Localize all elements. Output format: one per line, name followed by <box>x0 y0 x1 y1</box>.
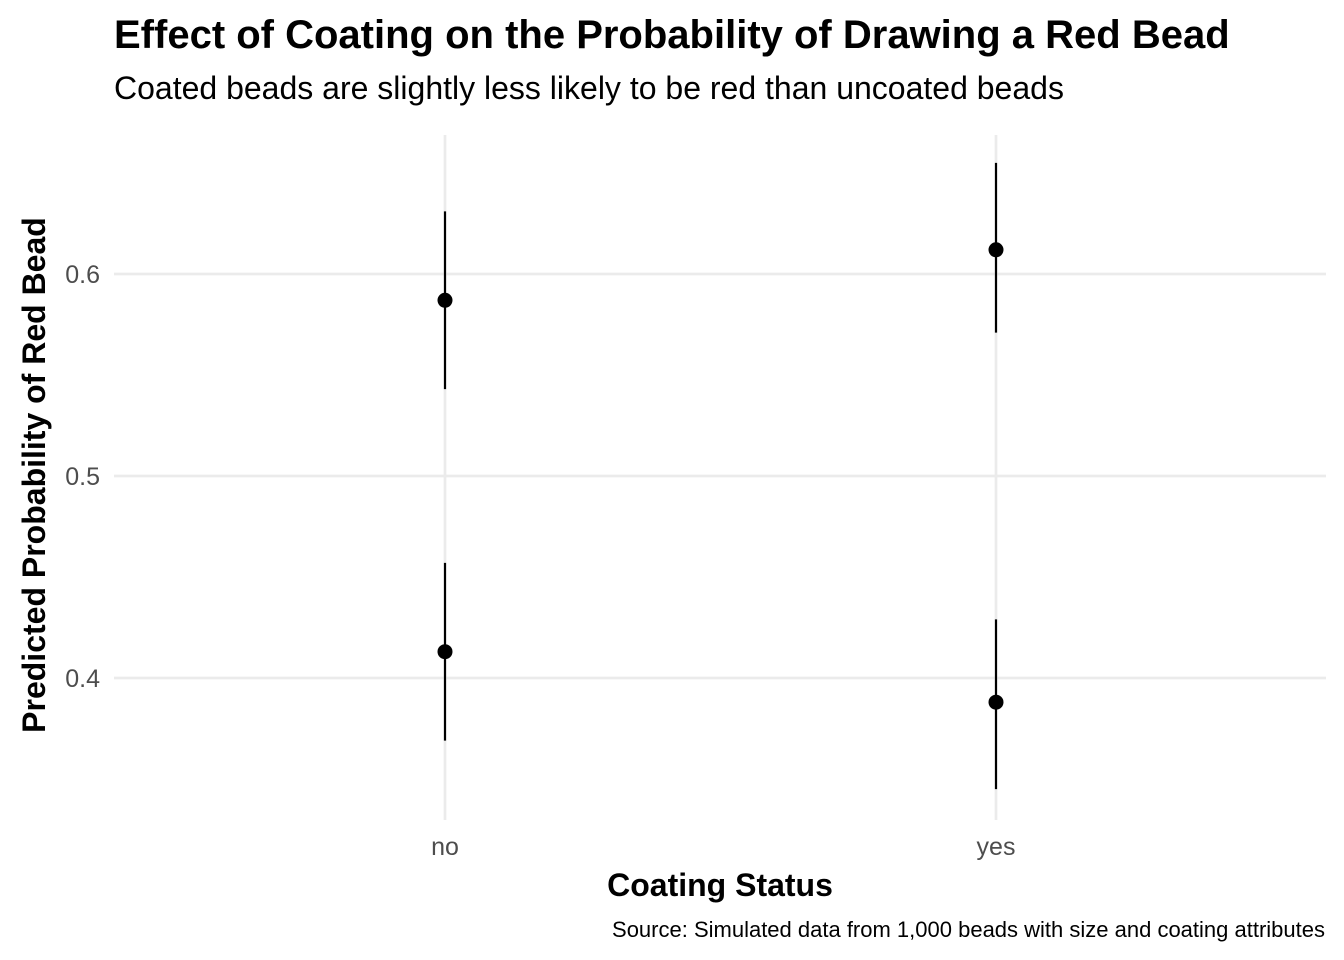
y-tick-label: 0.6 <box>65 261 100 289</box>
data-point <box>988 242 1004 258</box>
y-tick-label: 0.4 <box>65 665 100 693</box>
x-tick-label: yes <box>977 833 1016 861</box>
ticks-layer: 0.4 0.5 0.6 no yes <box>65 261 1015 861</box>
grid-layer <box>114 135 1326 820</box>
data-point <box>437 292 453 308</box>
x-axis-title: Coating Status <box>607 867 833 903</box>
x-tick-label: no <box>431 833 459 861</box>
marks-layer <box>437 162 1004 790</box>
y-tick-label: 0.5 <box>65 463 100 491</box>
data-point <box>437 644 453 660</box>
chart-caption: Source: Simulated data from 1,000 beads … <box>612 917 1325 942</box>
chart-subtitle: Coated beads are slightly less likely to… <box>114 70 1064 106</box>
data-point <box>988 694 1004 710</box>
y-axis-title: Predicted Probability of Red Bead <box>16 217 52 733</box>
chart-title: Effect of Coating on the Probability of … <box>114 13 1230 57</box>
